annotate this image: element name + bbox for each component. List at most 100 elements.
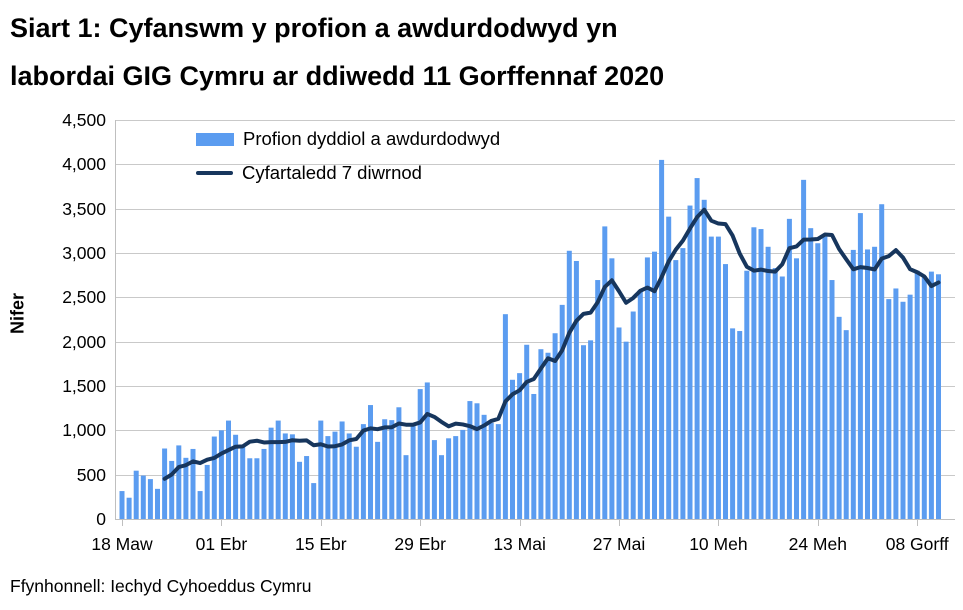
daily-tests-bar bbox=[737, 331, 743, 519]
rolling-average-line bbox=[162, 207, 941, 481]
daily-tests-bar bbox=[410, 424, 416, 519]
daily-tests-bar bbox=[297, 461, 302, 519]
line-series-swatch-icon bbox=[196, 171, 233, 175]
daily-tests-bar bbox=[872, 246, 878, 519]
chart-title-line-2: labordai GIG Cymru ar ddiwedd 11 Gorffen… bbox=[10, 61, 665, 91]
x-axis-tick-label: 27 Mai bbox=[592, 534, 646, 554]
daily-tests-bar bbox=[652, 251, 657, 520]
daily-tests-bar bbox=[140, 475, 146, 519]
daily-tests-bar bbox=[801, 179, 807, 519]
daily-tests-bar bbox=[375, 441, 381, 519]
y-axis-tick-label: 3,000 bbox=[62, 243, 106, 263]
daily-tests-bar bbox=[538, 349, 544, 519]
daily-tests-bar bbox=[758, 229, 764, 519]
daily-tests-bar bbox=[481, 414, 487, 519]
daily-tests-bar bbox=[708, 236, 714, 519]
legend-label-bars: Profion dyddiol a awdurdodwyd bbox=[243, 128, 501, 149]
daily-tests-bar bbox=[254, 458, 260, 519]
daily-tests-bar bbox=[119, 491, 125, 519]
daily-tests-bar bbox=[666, 216, 672, 519]
daily-tests-bar bbox=[502, 314, 508, 519]
daily-tests-bar bbox=[247, 458, 253, 519]
daily-tests-bar bbox=[517, 373, 523, 519]
daily-tests-bar bbox=[573, 260, 579, 519]
daily-tests-bar bbox=[360, 424, 366, 519]
daily-tests-bar bbox=[162, 448, 168, 519]
daily-tests-bar bbox=[637, 290, 643, 519]
daily-tests-bar bbox=[183, 457, 189, 519]
daily-tests-bar bbox=[907, 294, 913, 519]
daily-tests-bar bbox=[723, 264, 728, 519]
daily-tests-bar bbox=[133, 470, 139, 519]
daily-tests-bar bbox=[857, 213, 863, 519]
daily-tests-bar bbox=[467, 401, 473, 519]
daily-tests-bar bbox=[325, 436, 331, 519]
daily-tests-bar bbox=[829, 280, 835, 519]
y-axis-tick-label: 500 bbox=[76, 464, 106, 485]
daily-tests-bar bbox=[843, 330, 849, 519]
daily-tests-bar bbox=[779, 276, 785, 519]
daily-tests-bar bbox=[794, 258, 799, 519]
daily-tests-bar bbox=[261, 448, 267, 519]
daily-tests-bar bbox=[659, 159, 665, 519]
daily-tests-bar bbox=[453, 436, 459, 519]
y-axis-tick-label: 2,000 bbox=[62, 331, 106, 352]
daily-tests-bar bbox=[488, 422, 494, 519]
daily-tests-bar bbox=[431, 440, 437, 519]
daily-tests-bar bbox=[786, 218, 792, 520]
daily-tests-bar bbox=[439, 455, 444, 519]
daily-tests-bar bbox=[339, 421, 345, 519]
daily-tests-bar bbox=[233, 434, 239, 519]
daily-tests-bar bbox=[808, 228, 814, 520]
daily-tests-bar bbox=[531, 393, 537, 519]
daily-tests-bar bbox=[169, 460, 175, 519]
chart-title-line-1: Siart 1: Cyfanswm y profion a awdurdodwy… bbox=[10, 13, 618, 43]
daily-tests-bar bbox=[190, 448, 196, 519]
daily-tests-bar bbox=[403, 455, 409, 519]
daily-tests-bar bbox=[936, 274, 941, 519]
daily-tests-bar bbox=[701, 199, 707, 520]
daily-tests-bar bbox=[623, 341, 629, 519]
daily-tests-bar bbox=[581, 345, 586, 519]
y-axis-tick-label: 1,500 bbox=[62, 376, 106, 396]
source-note: Ffynhonnell: Iechyd Cyhoeddus Cymru bbox=[10, 576, 312, 596]
daily-tests-bar bbox=[715, 236, 721, 519]
daily-tests-bar bbox=[609, 258, 615, 519]
daily-tests-bar bbox=[197, 491, 203, 519]
daily-tests-bar bbox=[346, 433, 352, 519]
daily-tests-bar bbox=[928, 271, 934, 519]
daily-tests-bar bbox=[460, 429, 466, 519]
daily-tests-bar bbox=[559, 304, 565, 519]
daily-tests-bar bbox=[616, 327, 622, 519]
y-axis-tick-label: 4,000 bbox=[62, 154, 106, 175]
daily-tests-bar bbox=[914, 270, 920, 519]
daily-tests-bar bbox=[751, 227, 757, 519]
daily-tests-bar bbox=[176, 445, 182, 519]
daily-tests-bar bbox=[822, 236, 828, 519]
y-axis-tick-label: 2,500 bbox=[62, 287, 106, 308]
daily-tests-bar bbox=[545, 352, 551, 519]
daily-tests-bar bbox=[282, 433, 288, 519]
daily-tests-bar bbox=[588, 340, 594, 519]
legend-label-line: Cyfartaledd 7 diwrnod bbox=[242, 162, 422, 183]
daily-tests-bar bbox=[226, 420, 231, 519]
daily-tests-bar bbox=[673, 260, 679, 519]
daily-tests-bar bbox=[630, 311, 636, 519]
daily-tests-bar bbox=[879, 204, 885, 519]
daily-tests-bar bbox=[446, 438, 452, 519]
daily-tests-bar bbox=[495, 424, 501, 519]
daily-tests-bar bbox=[289, 434, 295, 519]
y-axis-tick-label: 1,000 bbox=[62, 420, 106, 441]
legend-row-bars: Profion dyddiol a awdurdodwyd bbox=[196, 122, 500, 156]
daily-tests-bar bbox=[218, 430, 224, 519]
daily-tests-bar bbox=[765, 246, 771, 519]
daily-tests-bar bbox=[524, 344, 530, 519]
daily-tests-bar bbox=[240, 446, 246, 519]
daily-tests-bar bbox=[368, 405, 373, 519]
chart-title: Siart 1: Cyfanswm y profion a awdurdodwy… bbox=[10, 4, 664, 100]
daily-tests-bar bbox=[815, 243, 821, 519]
y-axis-tick-labels: 0 500 1,000 1,500 2,000 2,500 3,000 3,500 4,000 4… bbox=[0, 0, 106, 540]
bar-series-swatch-icon bbox=[196, 132, 234, 146]
daily-tests-bar bbox=[474, 403, 480, 519]
